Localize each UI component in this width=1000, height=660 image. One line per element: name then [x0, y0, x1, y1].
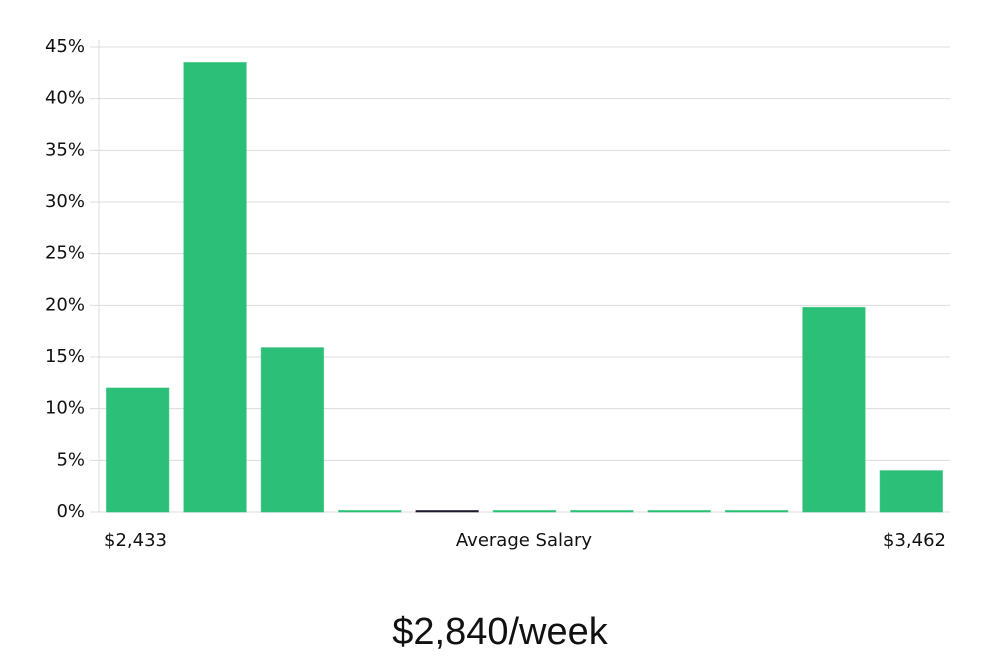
- bar: [647, 510, 711, 513]
- y-tick-label: 15%: [45, 346, 85, 367]
- bar: [415, 510, 479, 513]
- bar: [492, 510, 557, 513]
- x-tick-label: $2,433: [104, 530, 167, 551]
- y-tick-label: 30%: [45, 191, 85, 212]
- bar: [183, 62, 247, 513]
- bar: [724, 510, 789, 513]
- bar: [802, 306, 866, 513]
- bar: [338, 510, 402, 513]
- y-tick-label: 35%: [45, 139, 85, 160]
- bar: [106, 387, 170, 513]
- bar: [570, 510, 634, 513]
- y-tick-label: 20%: [45, 294, 85, 315]
- bar: [879, 470, 943, 513]
- y-tick-label: 25%: [45, 243, 85, 264]
- y-tick-label: 40%: [45, 88, 85, 109]
- y-tick-label: 5%: [56, 449, 85, 470]
- y-tick-label: 10%: [45, 398, 85, 419]
- x-tick-label: $3,462: [883, 530, 946, 551]
- average-salary: $2,840/week: [392, 611, 608, 653]
- x-axis-label: Average Salary: [456, 530, 593, 551]
- y-tick-label: 0%: [56, 501, 85, 522]
- y-tick-label: 45%: [45, 36, 85, 57]
- bar: [260, 347, 325, 513]
